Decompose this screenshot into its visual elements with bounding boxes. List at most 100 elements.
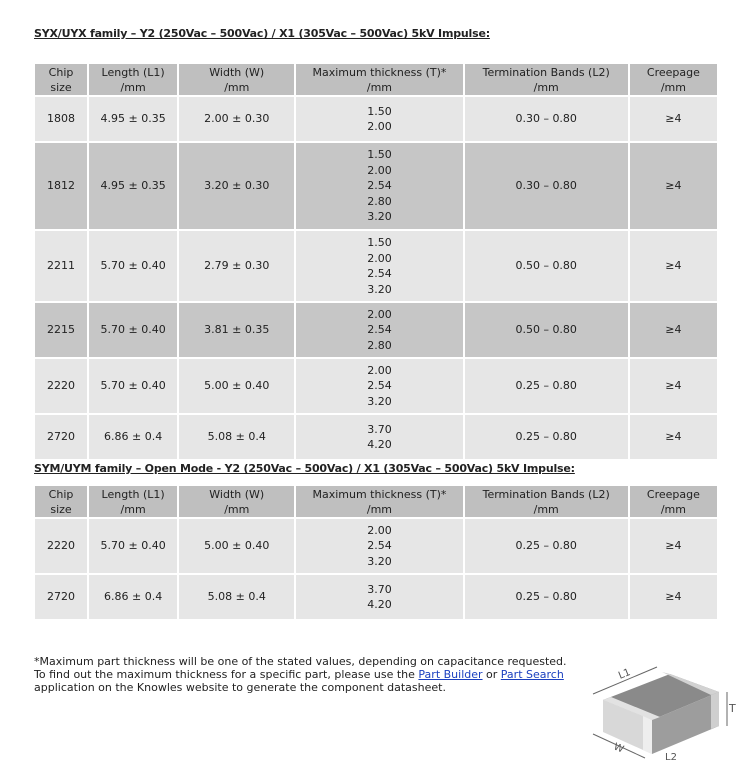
band-cell: 0.25 – 0.80 xyxy=(464,415,628,459)
length-cell: 4.95 ± 0.35 xyxy=(89,143,178,229)
band-cell: 0.50 – 0.80 xyxy=(464,231,628,301)
l2-label: L2 xyxy=(665,752,677,763)
note-text: *Maximum part thickness will be one of t… xyxy=(34,655,567,681)
width-cell: 2.79 ± 0.30 xyxy=(179,231,295,301)
thickness-value: 3.20 xyxy=(367,210,392,224)
column-header: Termination Bands (L2)/mm xyxy=(464,64,628,95)
thickness-value: 2.54 xyxy=(367,323,392,337)
l1-label: L1 xyxy=(617,667,632,682)
band-cell: 0.25 – 0.80 xyxy=(464,359,628,413)
chip-cell: 2720 xyxy=(35,415,88,459)
creepage-cell: ≥4 xyxy=(629,231,717,301)
thickness-cell: 1.50 2.00 xyxy=(296,97,463,141)
creepage-cell: ≥4 xyxy=(629,415,717,459)
chip-cell: 2720 xyxy=(35,575,88,619)
table-row: 2220 5.70 ± 0.40 5.00 ± 0.40 2.00 2.54 3.20 0.… xyxy=(35,359,717,413)
thickness-value: 2.54 xyxy=(367,379,392,393)
component-dimension-diagram: L1 T W L2 xyxy=(592,666,736,763)
column-header: Creepage/mm xyxy=(629,64,717,95)
thickness-cell: 1.50 2.00 2.54 2.80 3.20 xyxy=(296,143,463,229)
thickness-value: 2.00 xyxy=(367,120,392,133)
note-text: application on the Knowles website to ge… xyxy=(34,681,446,694)
sym-uym-table: Chip size Length (L1)/mm Width (W)/mm Maximu… xyxy=(33,484,719,621)
thickness-value: 2.00 xyxy=(367,163,392,177)
chip-cell: 2211 xyxy=(35,231,88,301)
thickness-value: 2.00 xyxy=(367,307,392,321)
thickness-value: 2.80 xyxy=(367,194,392,208)
creepage-cell: ≥4 xyxy=(629,575,717,619)
creepage-cell: ≥4 xyxy=(629,519,717,573)
thickness-value: 3.20 xyxy=(367,282,392,296)
thickness-value: 1.50 xyxy=(367,148,392,162)
thickness-value: 1.50 xyxy=(367,104,392,118)
thickness-value: 2.54 xyxy=(367,539,392,553)
column-header: Length (L1)/mm xyxy=(89,486,178,517)
thickness-value: 4.20 xyxy=(367,438,392,451)
chip-cell: 2220 xyxy=(35,359,88,413)
table-row: 1812 4.95 ± 0.35 3.20 ± 0.30 1.50 2.00 2.54 2.… xyxy=(35,143,717,229)
column-header: Width (W)/mm xyxy=(179,64,295,95)
chip-cell: 1812 xyxy=(35,143,88,229)
thickness-value: 3.20 xyxy=(367,554,392,568)
thickness-value: 1.50 xyxy=(367,236,392,249)
thickness-value: 2.54 xyxy=(367,179,392,193)
header-row: Chip size Length (L1)/mm Width (W)/mm Maximu… xyxy=(35,64,717,95)
column-header: Width (W)/mm xyxy=(179,486,295,517)
column-header: Maximum thickness (T)*/mm xyxy=(296,64,463,95)
header-row: Chip size Length (L1)/mm Width (W)/mm Maximu… xyxy=(35,486,717,517)
length-cell: 4.95 ± 0.35 xyxy=(89,97,178,141)
column-header: Chip size xyxy=(35,64,88,95)
table-row: 2220 5.70 ± 0.40 5.00 ± 0.40 2.00 2.54 3.20 0.… xyxy=(35,519,717,573)
t-label: T xyxy=(728,702,736,715)
thickness-value: 3.70 xyxy=(367,422,392,436)
column-header: Creepage/mm xyxy=(629,486,717,517)
table-row: 2211 5.70 ± 0.40 2.79 ± 0.30 1.50 2.00 2.54 3.… xyxy=(35,231,717,301)
band-cell: 0.25 – 0.80 xyxy=(464,519,628,573)
width-cell: 5.08 ± 0.4 xyxy=(179,575,295,619)
length-cell: 6.86 ± 0.4 xyxy=(89,415,178,459)
creepage-cell: ≥4 xyxy=(629,359,717,413)
column-header: Length (L1)/mm xyxy=(89,64,178,95)
column-header: Chip size xyxy=(35,486,88,517)
length-cell: 6.86 ± 0.4 xyxy=(89,575,178,619)
thickness-value: 2.00 xyxy=(367,363,392,377)
thickness-value: 2.00 xyxy=(367,523,392,537)
column-header: Termination Bands (L2)/mm xyxy=(464,486,628,517)
thickness-value: 2.00 xyxy=(367,251,392,265)
note-text: or xyxy=(482,668,501,681)
width-cell: 3.20 ± 0.30 xyxy=(179,143,295,229)
thickness-value: 2.80 xyxy=(367,338,392,352)
thickness-cell: 2.00 2.54 2.80 xyxy=(296,303,463,357)
creepage-cell: ≥4 xyxy=(629,97,717,141)
thickness-cell: 2.00 2.54 3.20 xyxy=(296,519,463,573)
w-label: W xyxy=(612,742,625,756)
syx-uyx-table: Chip size Length (L1)/mm Width (W)/mm Maximu… xyxy=(33,62,719,461)
footnote: *Maximum part thickness will be one of t… xyxy=(34,655,574,694)
band-cell: 0.30 – 0.80 xyxy=(464,97,628,141)
table-2-title: SYM/UYM family – Open Mode - Y2 (250Vac … xyxy=(34,462,575,475)
chip-cell: 2215 xyxy=(35,303,88,357)
thickness-value: 3.70 xyxy=(367,582,392,596)
table-1-title: SYX/UYX family – Y2 (250Vac – 500Vac) / … xyxy=(34,27,490,40)
table-row: 2720 6.86 ± 0.4 5.08 ± 0.4 3.70 4.20 0.25 – 0… xyxy=(35,415,717,459)
width-cell: 2.00 ± 0.30 xyxy=(179,97,295,141)
chip-cell: 2220 xyxy=(35,519,88,573)
chip-cell: 1808 xyxy=(35,97,88,141)
length-cell: 5.70 ± 0.40 xyxy=(89,359,178,413)
part-builder-link[interactable]: Part Builder xyxy=(418,668,483,681)
band-cell: 0.50 – 0.80 xyxy=(464,303,628,357)
thickness-cell: 3.70 4.20 xyxy=(296,575,463,619)
width-cell: 5.00 ± 0.40 xyxy=(179,519,295,573)
thickness-value: 3.20 xyxy=(367,394,392,408)
part-search-link[interactable]: Part Search xyxy=(500,668,564,681)
creepage-cell: ≥4 xyxy=(629,143,717,229)
table-row: 2215 5.70 ± 0.40 3.81 ± 0.35 2.00 2.54 2.80 0.… xyxy=(35,303,717,357)
length-cell: 5.70 ± 0.40 xyxy=(89,519,178,573)
column-header: Maximum thickness (T)*/mm xyxy=(296,486,463,517)
band-cell: 0.25 – 0.80 xyxy=(464,575,628,619)
width-cell: 5.08 ± 0.4 xyxy=(179,415,295,459)
length-cell: 5.70 ± 0.40 xyxy=(89,231,178,301)
thickness-value: 4.20 xyxy=(367,598,392,611)
thickness-cell: 3.70 4.20 xyxy=(296,415,463,459)
table-row: 1808 4.95 ± 0.35 2.00 ± 0.30 1.50 2.00 0.30 –… xyxy=(35,97,717,141)
